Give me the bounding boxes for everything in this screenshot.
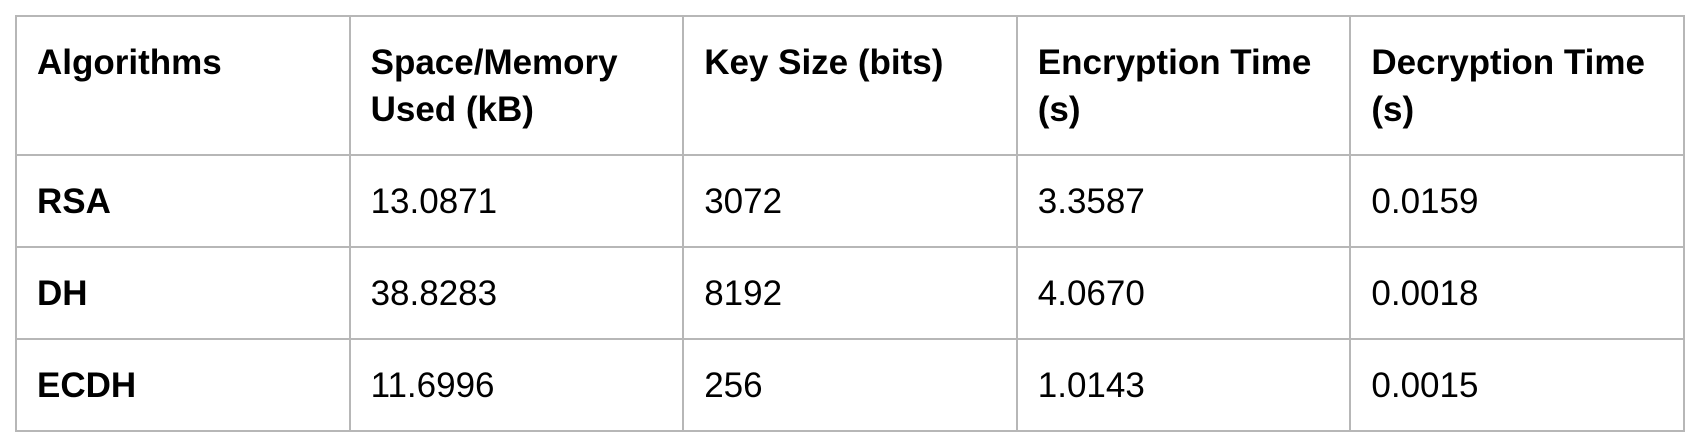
cell-key-size: 256 xyxy=(682,338,1018,432)
cell-encryption-time: 3.3587 xyxy=(1015,154,1352,248)
cell-space-memory: 11.6996 xyxy=(348,338,685,432)
table-row: ECDH 11.6996 256 1.0143 0.0015 xyxy=(15,338,1685,432)
cell-space-memory: 13.0871 xyxy=(348,154,685,248)
table-header-row: Algorithms Space/Memory Used (kB) Key Si… xyxy=(15,15,1685,156)
cell-space-memory: 38.8283 xyxy=(348,246,685,340)
header-decryption-time: Decryption Time (s) xyxy=(1349,15,1685,156)
header-space-memory: Space/Memory Used (kB) xyxy=(348,15,685,156)
cell-encryption-time: 1.0143 xyxy=(1015,338,1352,432)
header-key-size: Key Size (bits) xyxy=(682,15,1018,156)
cell-key-size: 8192 xyxy=(682,246,1018,340)
cell-algorithm: DH xyxy=(15,246,351,340)
table-row: RSA 13.0871 3072 3.3587 0.0159 xyxy=(15,154,1685,248)
cell-algorithm: ECDH xyxy=(15,338,351,432)
cell-decryption-time: 0.0018 xyxy=(1349,246,1685,340)
cell-algorithm: RSA xyxy=(15,154,351,248)
cell-decryption-time: 0.0015 xyxy=(1349,338,1685,432)
table-row: DH 38.8283 8192 4.0670 0.0018 xyxy=(15,246,1685,340)
header-encryption-time: Encryption Time (s) xyxy=(1015,15,1352,156)
comparison-table: Algorithms Space/Memory Used (kB) Key Si… xyxy=(15,15,1685,432)
cell-key-size: 3072 xyxy=(682,154,1018,248)
cell-encryption-time: 4.0670 xyxy=(1015,246,1352,340)
cell-decryption-time: 0.0159 xyxy=(1349,154,1685,248)
header-algorithms: Algorithms xyxy=(15,15,351,156)
